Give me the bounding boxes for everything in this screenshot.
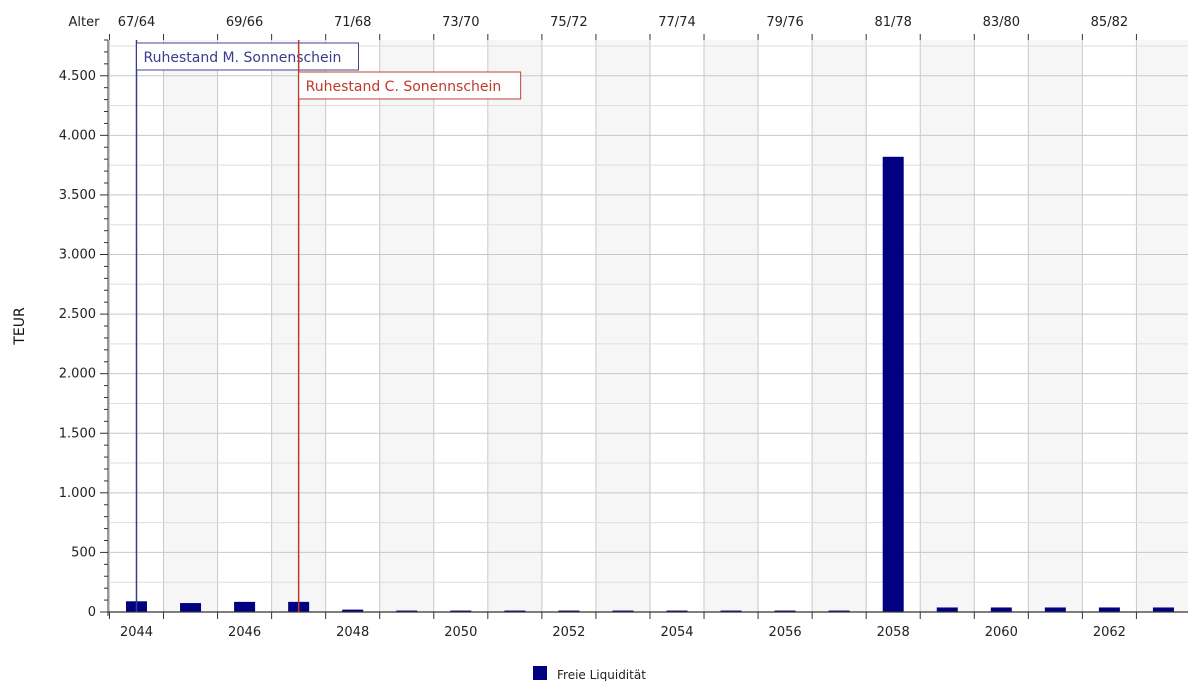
bar-2055 xyxy=(720,610,742,612)
y-tick-label: 4.500 xyxy=(59,69,96,84)
bar-2053 xyxy=(612,610,634,612)
background-band xyxy=(812,40,867,612)
annotation-box xyxy=(298,71,522,100)
x-tick-label: 2062 xyxy=(1093,625,1126,640)
x-tick-label: 2052 xyxy=(552,625,585,640)
background-band xyxy=(1028,40,1083,612)
age-label: 75/72 xyxy=(550,15,587,30)
age-label: 83/80 xyxy=(983,15,1020,30)
x-tick-label: 2048 xyxy=(336,625,369,640)
y-axis-label: TEUR xyxy=(12,307,28,346)
y-tick-label: 2.500 xyxy=(59,307,96,322)
background-bands xyxy=(163,40,1188,612)
bar-2050 xyxy=(450,610,472,612)
annotation-label: Ruhestand C. Sonennschein xyxy=(306,79,502,95)
annotation-box xyxy=(136,42,359,71)
age-label: 71/68 xyxy=(334,15,371,30)
y-tick-label: 1.000 xyxy=(59,486,96,501)
legend-swatch xyxy=(533,666,547,680)
age-label: 85/82 xyxy=(1091,15,1128,30)
x-tick-label: 2056 xyxy=(769,625,802,640)
x-tick-label: 2058 xyxy=(877,625,910,640)
horizontal-gridlines xyxy=(108,45,1188,583)
background-band xyxy=(920,40,975,612)
bar-2045 xyxy=(180,603,202,612)
legend: Freie Liquidität xyxy=(533,666,646,681)
bar-2051 xyxy=(504,610,526,612)
bar-2054 xyxy=(666,610,688,612)
annotation-label: Ruhestand M. Sonnenschein xyxy=(144,50,342,66)
y-tick-label: 3.000 xyxy=(59,248,96,263)
bar-2060 xyxy=(990,607,1012,612)
bar-2057 xyxy=(828,610,850,612)
legend-label: Freie Liquidität xyxy=(557,668,646,681)
bar-2046 xyxy=(234,601,256,612)
y-axis-ticks: 0 500 1.000 1.500 2.000 2.500 3.000 3.500 4.000 4… xyxy=(59,39,108,620)
bar-2058 xyxy=(882,156,904,613)
x-tick-label: 2054 xyxy=(660,625,693,640)
y-tick-label: 0 xyxy=(88,605,96,620)
bar-2056 xyxy=(774,610,796,612)
bar-2049 xyxy=(396,610,418,612)
x-tick-label: 2046 xyxy=(228,625,261,640)
y-tick-label: 500 xyxy=(71,545,96,560)
y-tick-label: 3.500 xyxy=(59,188,96,203)
y-tick-label: 1.500 xyxy=(59,426,96,441)
age-label: 67/64 xyxy=(118,15,155,30)
x-axis-ticks: 2044 2046 2048 2050 2052 2054 2056 2058 2060 2062 xyxy=(108,612,1137,640)
background-band xyxy=(595,40,650,612)
x-tick-label: 2044 xyxy=(120,625,153,640)
age-axis-title: Alter xyxy=(69,15,101,30)
x-tick-label: 2060 xyxy=(985,625,1018,640)
background-band xyxy=(487,40,542,612)
axes xyxy=(107,40,1188,616)
bar-2052 xyxy=(558,610,580,612)
age-label: 81/78 xyxy=(874,15,911,30)
annotations: Ruhestand M. Sonnenschein Ruhestand C. So… xyxy=(135,40,522,612)
bar-2062 xyxy=(1098,607,1120,612)
y-tick-label: 2.000 xyxy=(59,367,96,382)
background-band xyxy=(379,40,434,612)
age-label: 79/76 xyxy=(766,15,803,30)
age-label: 73/70 xyxy=(442,15,479,30)
y-tick-label: 4.000 xyxy=(59,128,96,143)
age-label: 69/66 xyxy=(226,15,263,30)
background-band xyxy=(163,40,218,612)
age-label: 77/74 xyxy=(658,15,695,30)
background-band xyxy=(704,40,759,612)
background-band xyxy=(1136,40,1188,612)
bar-2059 xyxy=(936,607,958,612)
bar-2061 xyxy=(1044,607,1066,612)
age-axis: 67/64 69/66 71/68 73/70 75/72 77/74 79/76 81/78… xyxy=(108,15,1137,40)
bar-2048 xyxy=(342,609,364,612)
bar-2063 xyxy=(1152,607,1174,612)
x-tick-label: 2050 xyxy=(444,625,477,640)
